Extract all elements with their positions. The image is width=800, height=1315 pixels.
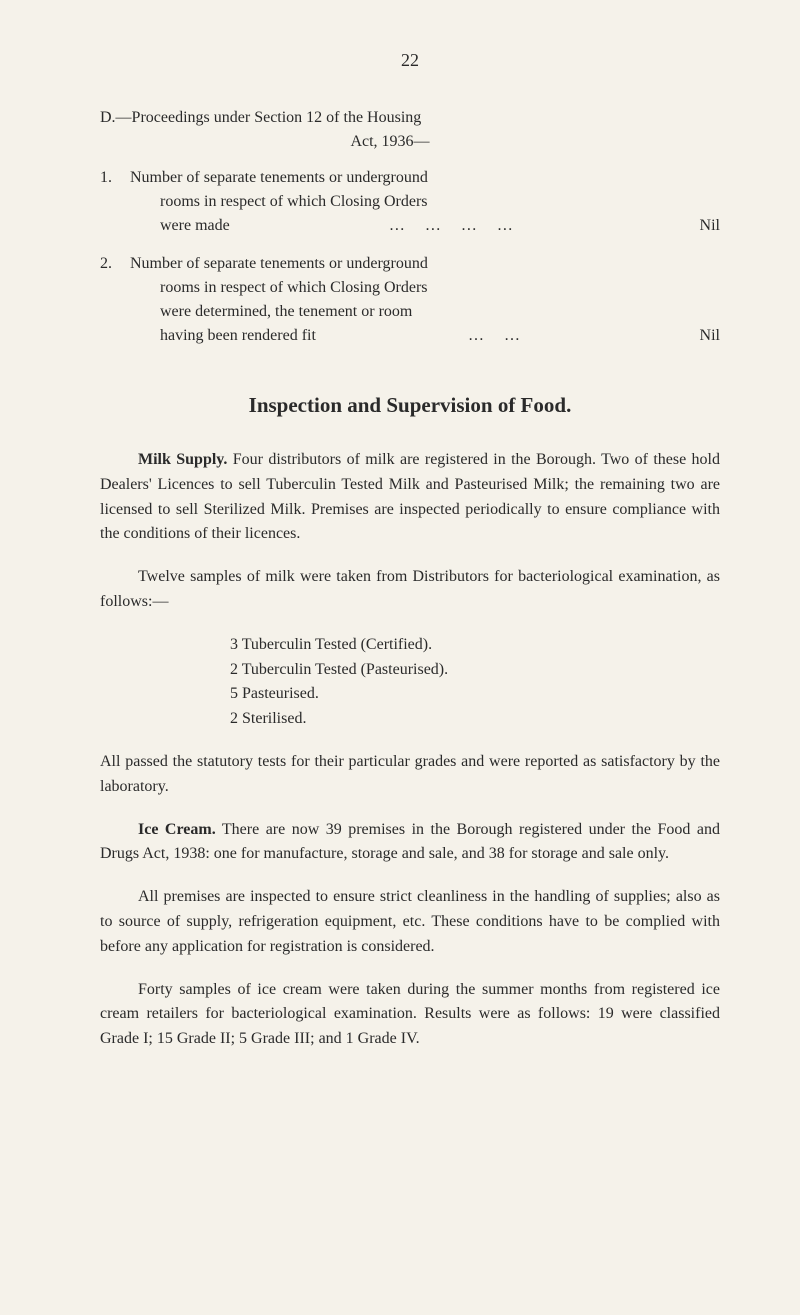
item-1-value: Nil — [680, 214, 720, 238]
item-2-value: Nil — [680, 324, 720, 348]
twelve-samples-paragraph: Twelve samples of milk were taken from D… — [100, 565, 720, 615]
item-1-line1: Number of separate tenements or undergro… — [130, 166, 720, 190]
all-premises-paragraph: All premises are inspected to ensure str… — [100, 885, 720, 959]
item-1-number: 1. — [100, 166, 112, 190]
milk-list-item-1: 3 Tuberculin Tested (Certified). — [230, 633, 720, 658]
forty-samples-paragraph: Forty samples of ice cream were taken du… — [100, 978, 720, 1052]
item-1: 1. Number of separate tenements or under… — [100, 166, 720, 238]
milk-supply-paragraph: Milk Supply. Four distributors of milk a… — [100, 448, 720, 547]
item-2-line1: Number of separate tenements or undergro… — [130, 252, 720, 276]
item-2-number: 2. — [100, 252, 112, 276]
item-1-line3: were made — [160, 214, 230, 238]
item-1-dots: … … … … — [389, 214, 521, 238]
page-number: 22 — [100, 50, 720, 71]
item-2-line2: rooms in respect of which Closing Orders — [160, 276, 720, 300]
ice-cream-label: Ice Cream. — [138, 821, 216, 838]
section-d-heading-line1: D.—Proceedings under Section 12 of the H… — [100, 106, 720, 130]
section-d-heading-line2: Act, 1936— — [60, 130, 720, 154]
ice-cream-paragraph: Ice Cream. There are now 39 premises in … — [100, 818, 720, 868]
item-2-dots: … … — [468, 324, 528, 348]
inspection-heading: Inspection and Supervision of Food. — [100, 393, 720, 418]
section-d: D.—Proceedings under Section 12 of the H… — [100, 106, 720, 348]
item-2: 2. Number of separate tenements or under… — [100, 252, 720, 348]
item-2-line3: were determined, the tenement or room — [160, 300, 720, 324]
milk-list: 3 Tuberculin Tested (Certified). 2 Tuber… — [230, 633, 720, 732]
item-1-line2: rooms in respect of which Closing Orders — [160, 190, 720, 214]
milk-list-item-4: 2 Sterilised. — [230, 707, 720, 732]
milk-list-item-3: 5 Pasteurised. — [230, 682, 720, 707]
all-passed-paragraph: All passed the statutory tests for their… — [100, 750, 720, 800]
milk-list-item-2: 2 Tuberculin Tested (Pasteurised). — [230, 658, 720, 683]
milk-supply-label: Milk Supply. — [138, 451, 227, 468]
item-2-line4: having been rendered fit — [160, 324, 316, 348]
